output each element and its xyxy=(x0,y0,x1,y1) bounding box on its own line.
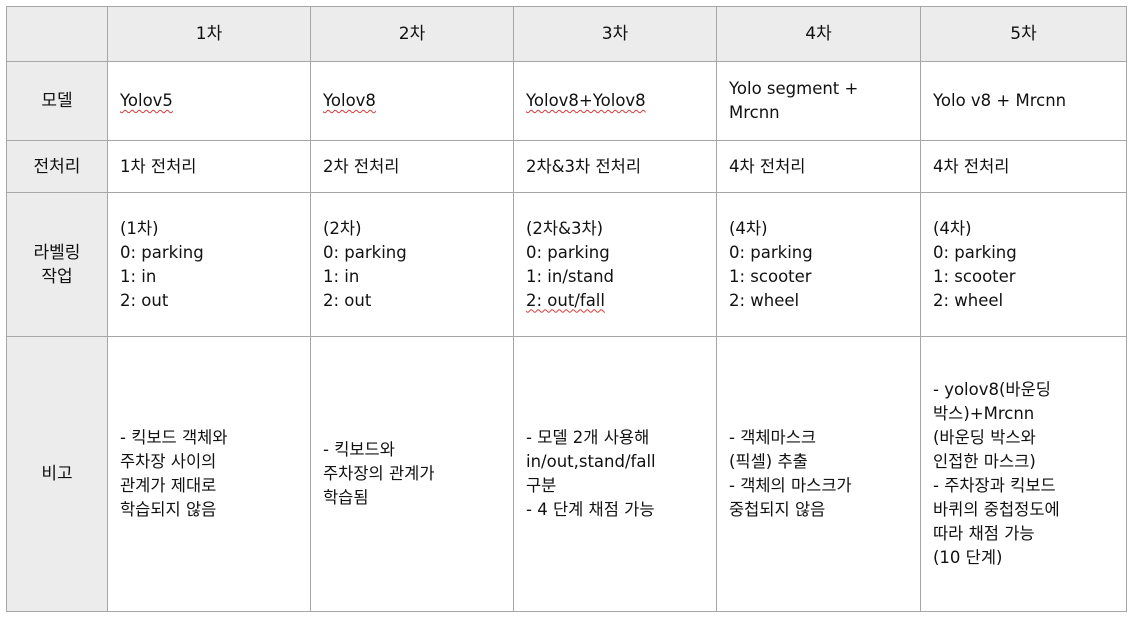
cell-preprocess-1: 1차 전처리 xyxy=(107,140,311,193)
header-row: 1차 2차 3차 4차 5차 xyxy=(6,6,1127,62)
row-preprocess: 전처리 1차 전처리 2차 전처리 2차&3차 전처리 4차 전처리 4차 전처… xyxy=(6,140,1127,193)
cell-labeling-5: (4차) 0: parking 1: scooter 2: wheel xyxy=(920,192,1127,337)
row-labeling: 라벨링 작업 (1차) 0: parking 1: in 2: out (2차)… xyxy=(6,192,1127,337)
cell-line: (2차) xyxy=(323,218,362,238)
row-notes: 비고 - 킥보드 객체와 주차장 사이의 관계가 제대로 학습되지 않음 - 킥… xyxy=(6,336,1127,612)
cell-line: 0: parking xyxy=(323,242,407,262)
cell-notes-5: - yolov8(바운딩 박스)+Mrcnn (바운딩 박스와 인접한 마스크)… xyxy=(920,336,1127,612)
cell-line: - yolov8(바운딩 xyxy=(933,380,1051,399)
row-label-line: 작업 xyxy=(41,266,73,287)
cell-line: 0: parking xyxy=(729,242,813,262)
row-label-line: 라벨링 xyxy=(33,242,81,263)
cell-line: 2: out xyxy=(323,290,372,310)
cell-line: Mrcnn xyxy=(729,103,780,122)
cell-preprocess-5: 4차 전처리 xyxy=(920,140,1127,193)
cell-line: 1: scooter xyxy=(729,266,812,286)
cell-preprocess-3: 2차&3차 전처리 xyxy=(513,140,717,193)
cell-notes-1: - 킥보드 객체와 주차장 사이의 관계가 제대로 학습되지 않음 xyxy=(107,336,311,612)
cell-line: - 주차장과 킥보드 xyxy=(933,476,1056,495)
cell-labeling-1: (1차) 0: parking 1: in 2: out xyxy=(107,192,311,337)
cell-line: 박스)+Mrcnn xyxy=(933,404,1035,423)
cell-line: in/out,stand/fall xyxy=(526,452,656,471)
cell-line: - 모델 2개 사용해 xyxy=(526,428,650,447)
col-header-5: 5차 xyxy=(920,6,1127,62)
cell-line: 1: in xyxy=(323,266,360,286)
cell-notes-2: - 킥보드와 주차장의 관계가 학습됨 xyxy=(310,336,514,612)
cell-line: - 객체마스크 xyxy=(729,428,817,447)
cell-line: (1차) xyxy=(120,218,159,238)
cell-line: 0: parking xyxy=(526,242,610,262)
cell-line: 관계가 제대로 xyxy=(120,476,217,495)
cell-line: (4차) xyxy=(729,218,768,238)
row-label-preprocess: 전처리 xyxy=(6,140,108,193)
cell-labeling-2: (2차) 0: parking 1: in 2: out xyxy=(310,192,514,337)
cell-line: (10 단계) xyxy=(933,548,1003,567)
cell-labeling-3: (2차&3차) 0: parking 1: in/stand 2: out/fa… xyxy=(513,192,717,337)
cell-line: 0: parking xyxy=(120,242,204,262)
cell-line: 2: wheel xyxy=(729,290,800,310)
cell-model-1: Yolov5 xyxy=(107,61,311,141)
cell-line: 학습됨 xyxy=(323,488,369,507)
cell-model-3: Yolov8+Yolov8 xyxy=(513,61,717,141)
cell-preprocess-2: 2차 전처리 xyxy=(310,140,514,193)
comparison-table: 1차 2차 3차 4차 5차 모델 Yolov5 Yolov8 Yolov8+Y… xyxy=(6,6,1127,612)
row-model: 모델 Yolov5 Yolov8 Yolov8+Yolov8 Yolo segm… xyxy=(6,61,1127,141)
cell-line: 1: in xyxy=(120,266,157,286)
cell-line: (4차) xyxy=(933,218,972,238)
cell-line: - 4 단계 채점 가능 xyxy=(526,500,655,519)
cell-line: 2: out xyxy=(120,290,169,310)
cell-line: Yolov8 xyxy=(323,91,376,110)
cell-preprocess-4: 4차 전처리 xyxy=(716,140,921,193)
cell-line: 주차장의 관계가 xyxy=(323,464,435,483)
cell-line: 인접한 마스크) xyxy=(933,452,1036,471)
cell-line: 0: parking xyxy=(933,242,1017,262)
cell-line: - 킥보드 객체와 xyxy=(120,428,228,447)
col-header-3: 3차 xyxy=(513,6,717,62)
cell-line: 2: wheel xyxy=(933,290,1004,310)
cell-line: (바운딩 박스와 xyxy=(933,428,1036,447)
cell-line: 2: out/fall xyxy=(526,290,605,310)
corner-cell xyxy=(6,6,108,62)
cell-line: 주차장 사이의 xyxy=(120,452,217,471)
row-label-notes: 비고 xyxy=(6,336,108,612)
cell-line: - 킥보드와 xyxy=(323,440,395,459)
cell-model-5: Yolo v8 + Mrcnn xyxy=(920,61,1127,141)
cell-line: (픽셀) 추출 xyxy=(729,452,808,471)
row-label-labeling: 라벨링 작업 xyxy=(6,192,108,337)
cell-line: 바퀴의 중첩정도에 xyxy=(933,500,1060,519)
cell-line: Yolov5 xyxy=(120,91,173,110)
cell-line: 중첩되지 않음 xyxy=(729,500,826,519)
cell-line: 1: in/stand xyxy=(526,266,615,286)
row-label-model: 모델 xyxy=(6,61,108,141)
cell-line: 구분 xyxy=(526,476,557,495)
cell-labeling-4: (4차) 0: parking 1: scooter 2: wheel xyxy=(716,192,921,337)
cell-line: Yolo segment + xyxy=(729,79,859,98)
col-header-4: 4차 xyxy=(716,6,921,62)
col-header-2: 2차 xyxy=(310,6,514,62)
cell-model-4: Yolo segment + Mrcnn xyxy=(716,61,921,141)
cell-line: 1: scooter xyxy=(933,266,1016,286)
cell-line: (2차&3차) xyxy=(526,218,604,238)
cell-notes-3: - 모델 2개 사용해 in/out,stand/fall 구분 - 4 단계 … xyxy=(513,336,717,612)
cell-line: Yolo v8 + Mrcnn xyxy=(933,91,1067,110)
cell-line: - 객체의 마스크가 xyxy=(729,476,852,495)
cell-model-2: Yolov8 xyxy=(310,61,514,141)
cell-notes-4: - 객체마스크 (픽셀) 추출 - 객체의 마스크가 중첩되지 않음 xyxy=(716,336,921,612)
cell-line: 학습되지 않음 xyxy=(120,500,217,519)
col-header-1: 1차 xyxy=(107,6,311,62)
cell-line: 따라 채점 가능 xyxy=(933,524,1035,543)
cell-line: Yolov8+Yolov8 xyxy=(526,91,646,110)
